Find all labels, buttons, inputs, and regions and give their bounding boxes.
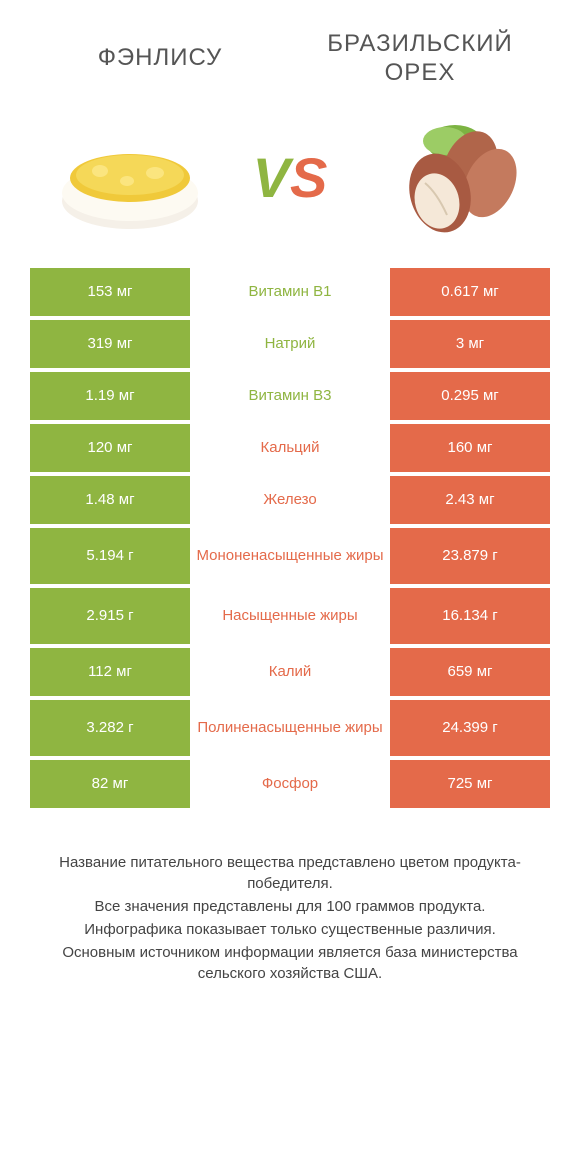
cell-nutrient-label: Натрий (190, 320, 390, 368)
cell-nutrient-label: Железо (190, 476, 390, 524)
cell-right-value: 2.43 мг (390, 476, 550, 524)
title-left: ФЭНЛИСУ (40, 44, 280, 73)
cell-left-value: 1.19 мг (30, 372, 190, 420)
cell-left-value: 153 мг (30, 268, 190, 316)
cell-nutrient-label: Витамин B3 (190, 372, 390, 420)
table-row: 120 мгКальций160 мг (30, 424, 550, 472)
food-image-right (370, 118, 530, 238)
comparison-table: 153 мгВитамин B10.617 мг319 мгНатрий3 мг… (0, 268, 580, 808)
table-row: 3.282 гПолиненасыщенные жиры24.399 г (30, 700, 550, 756)
cell-right-value: 23.879 г (390, 528, 550, 584)
table-row: 1.19 мгВитамин B30.295 мг (30, 372, 550, 420)
cell-right-value: 160 мг (390, 424, 550, 472)
food-image-left (50, 118, 210, 238)
cell-right-value: 725 мг (390, 760, 550, 808)
cell-nutrient-label: Мононенасыщенные жиры (190, 528, 390, 584)
footer-line-3: Инфографика показывает только существенн… (30, 919, 550, 940)
vs-v: V (253, 146, 290, 209)
table-row: 82 мгФосфор725 мг (30, 760, 550, 808)
cell-left-value: 82 мг (30, 760, 190, 808)
cell-right-value: 659 мг (390, 648, 550, 696)
cell-left-value: 112 мг (30, 648, 190, 696)
cell-left-value: 3.282 г (30, 700, 190, 756)
cell-right-value: 24.399 г (390, 700, 550, 756)
cell-nutrient-label: Кальций (190, 424, 390, 472)
table-row: 1.48 мгЖелезо2.43 мг (30, 476, 550, 524)
cell-left-value: 5.194 г (30, 528, 190, 584)
cell-right-value: 0.295 мг (390, 372, 550, 420)
cell-right-value: 3 мг (390, 320, 550, 368)
footer-line-1: Название питательного вещества представл… (30, 852, 550, 894)
cell-right-value: 16.134 г (390, 588, 550, 644)
images-row: VS (0, 98, 580, 268)
table-row: 319 мгНатрий3 мг (30, 320, 550, 368)
header: ФЭНЛИСУ БРАЗИЛЬСКИЙ ОРЕХ (0, 0, 580, 98)
vs-s: S (290, 146, 327, 209)
footer-line-4: Основным источником информации является … (30, 942, 550, 984)
footer: Название питательного вещества представл… (0, 812, 580, 984)
cell-right-value: 0.617 мг (390, 268, 550, 316)
vs-label: VS (253, 145, 328, 210)
title-right: БРАЗИЛЬСКИЙ ОРЕХ (300, 30, 540, 88)
cell-left-value: 2.915 г (30, 588, 190, 644)
cell-nutrient-label: Насыщенные жиры (190, 588, 390, 644)
cell-nutrient-label: Витамин B1 (190, 268, 390, 316)
cell-left-value: 319 мг (30, 320, 190, 368)
cell-left-value: 1.48 мг (30, 476, 190, 524)
cell-left-value: 120 мг (30, 424, 190, 472)
table-row: 112 мгКалий659 мг (30, 648, 550, 696)
footer-line-2: Все значения представлены для 100 граммо… (30, 896, 550, 917)
table-row: 2.915 гНасыщенные жиры16.134 г (30, 588, 550, 644)
table-row: 153 мгВитамин B10.617 мг (30, 268, 550, 316)
cell-nutrient-label: Фосфор (190, 760, 390, 808)
cell-nutrient-label: Калий (190, 648, 390, 696)
table-row: 5.194 гМононенасыщенные жиры23.879 г (30, 528, 550, 584)
cell-nutrient-label: Полиненасыщенные жиры (190, 700, 390, 756)
